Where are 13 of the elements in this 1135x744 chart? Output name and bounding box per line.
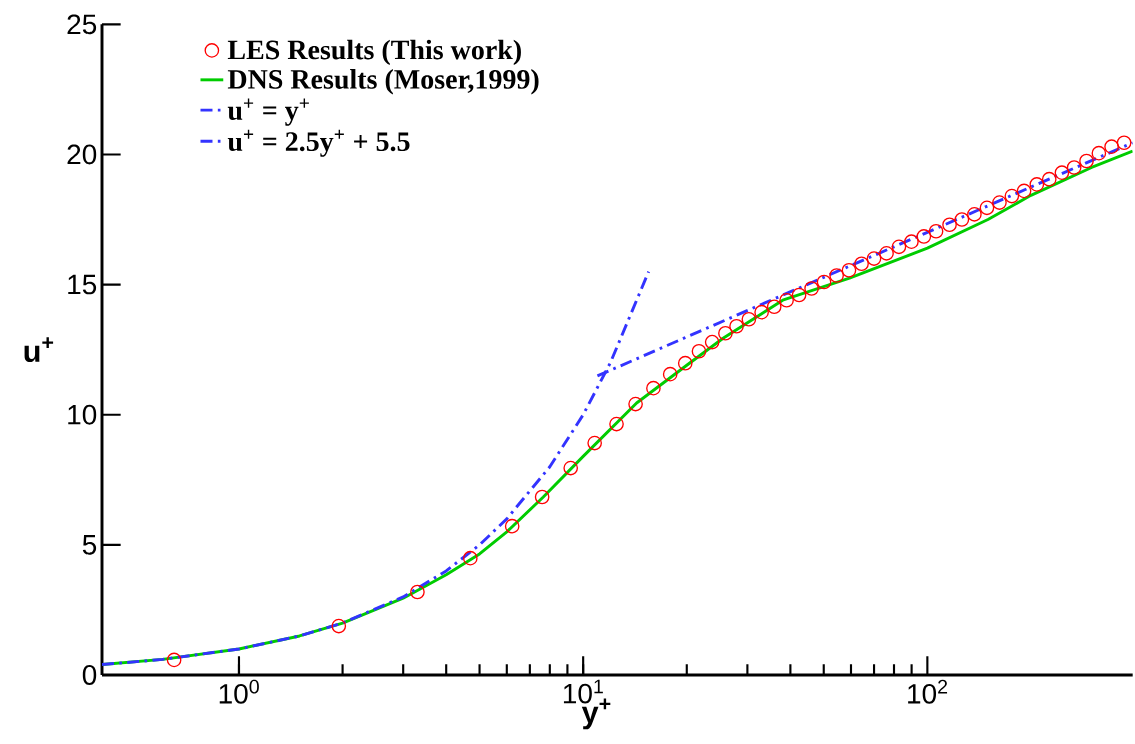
legend-label: u$^{+}$ = 2.5y$^{+}$ + 5.5	[227, 129, 410, 157]
y-tick-label: 25	[67, 14, 97, 35]
y-tick-label: 20	[67, 144, 97, 165]
y-tick-label: 0	[82, 665, 97, 685]
x-tick-label: 10$^{2}$	[908, 679, 948, 704]
y-tick-label: 15	[68, 274, 97, 295]
legend-label: LES Results (This work)	[227, 39, 521, 66]
legend-label: u$^{+}$ = y$^{+}$	[227, 98, 309, 126]
y-tick-label: 10	[68, 404, 97, 425]
y-tick-label: 5	[82, 535, 97, 555]
y-axis-title: u$^{+}$	[24, 337, 54, 363]
legend-label: DNS Results (Moser,1999)	[227, 69, 539, 95]
x-tick-label: 10$^{0}$	[219, 679, 259, 704]
